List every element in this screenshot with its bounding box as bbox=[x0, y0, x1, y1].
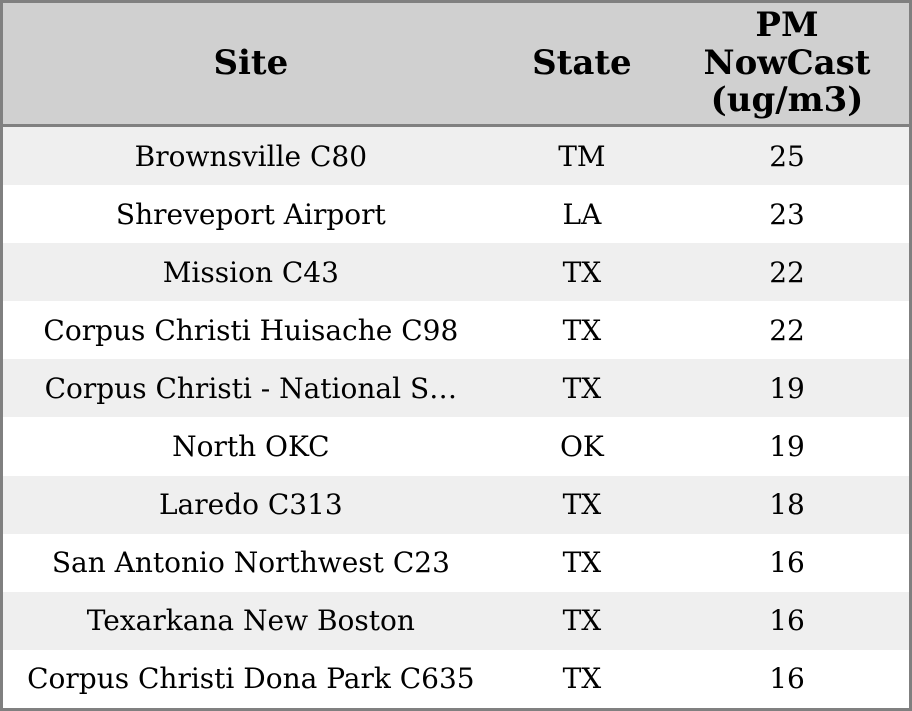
table-row: Corpus Christi Huisache C98 TX 22 bbox=[1, 301, 911, 360]
table-row: Corpus Christi Dona Park C635 TX 16 bbox=[1, 649, 911, 710]
cell-pm-nowcast: 16 bbox=[665, 591, 911, 650]
cell-pm-nowcast: 19 bbox=[665, 359, 911, 418]
cell-pm-nowcast: 22 bbox=[665, 301, 911, 360]
cell-pm-nowcast: 22 bbox=[665, 243, 911, 302]
cell-pm-nowcast: 23 bbox=[665, 185, 911, 244]
cell-site: Corpus Christi Dona Park C635 bbox=[1, 649, 499, 710]
cell-site: Laredo C313 bbox=[1, 475, 499, 534]
cell-state: TX bbox=[498, 533, 666, 592]
cell-pm-nowcast: 16 bbox=[665, 533, 911, 592]
cell-state: TX bbox=[498, 301, 666, 360]
table-row: Shreveport Airport LA 23 bbox=[1, 185, 911, 244]
table-row: San Antonio Northwest C23 TX 16 bbox=[1, 533, 911, 592]
header-row: Site State PM NowCast (ug/m3) bbox=[1, 1, 911, 127]
table-body: Brownsville C80 TM 25 Shreveport Airport LA 2… bbox=[1, 125, 911, 710]
cell-state: TM bbox=[498, 125, 666, 186]
cell-pm-nowcast: 18 bbox=[665, 475, 911, 534]
cell-state: TX bbox=[498, 243, 666, 302]
table-row: Corpus Christi - National S… TX 19 bbox=[1, 359, 911, 418]
cell-site: Shreveport Airport bbox=[1, 185, 499, 244]
cell-state: OK bbox=[498, 417, 666, 476]
table-header: Site State PM NowCast (ug/m3) bbox=[1, 1, 911, 127]
table-row: Texarkana New Boston TX 16 bbox=[1, 591, 911, 650]
cell-state: TX bbox=[498, 591, 666, 650]
table-row: Laredo C313 TX 18 bbox=[1, 475, 911, 534]
cell-site: Mission C43 bbox=[1, 243, 499, 302]
cell-state: TX bbox=[498, 649, 666, 710]
cell-site: Texarkana New Boston bbox=[1, 591, 499, 650]
cell-state: LA bbox=[498, 185, 666, 244]
table-row: North OKC OK 19 bbox=[1, 417, 911, 476]
table-row: Brownsville C80 TM 25 bbox=[1, 125, 911, 186]
cell-pm-nowcast: 25 bbox=[665, 125, 911, 186]
cell-state: TX bbox=[498, 475, 666, 534]
column-header-site: Site bbox=[1, 1, 499, 127]
cell-site: North OKC bbox=[1, 417, 499, 476]
cell-state: TX bbox=[498, 359, 666, 418]
cell-site: San Antonio Northwest C23 bbox=[1, 533, 499, 592]
cell-pm-nowcast: 19 bbox=[665, 417, 911, 476]
cell-site: Brownsville C80 bbox=[1, 125, 499, 186]
column-header-state: State bbox=[498, 1, 666, 127]
table-row: Mission C43 TX 22 bbox=[1, 243, 911, 302]
cell-site: Corpus Christi - National S… bbox=[1, 359, 499, 418]
cell-site: Corpus Christi Huisache C98 bbox=[1, 301, 499, 360]
column-header-pm-nowcast: PM NowCast (ug/m3) bbox=[665, 1, 911, 127]
cell-pm-nowcast: 16 bbox=[665, 649, 911, 710]
